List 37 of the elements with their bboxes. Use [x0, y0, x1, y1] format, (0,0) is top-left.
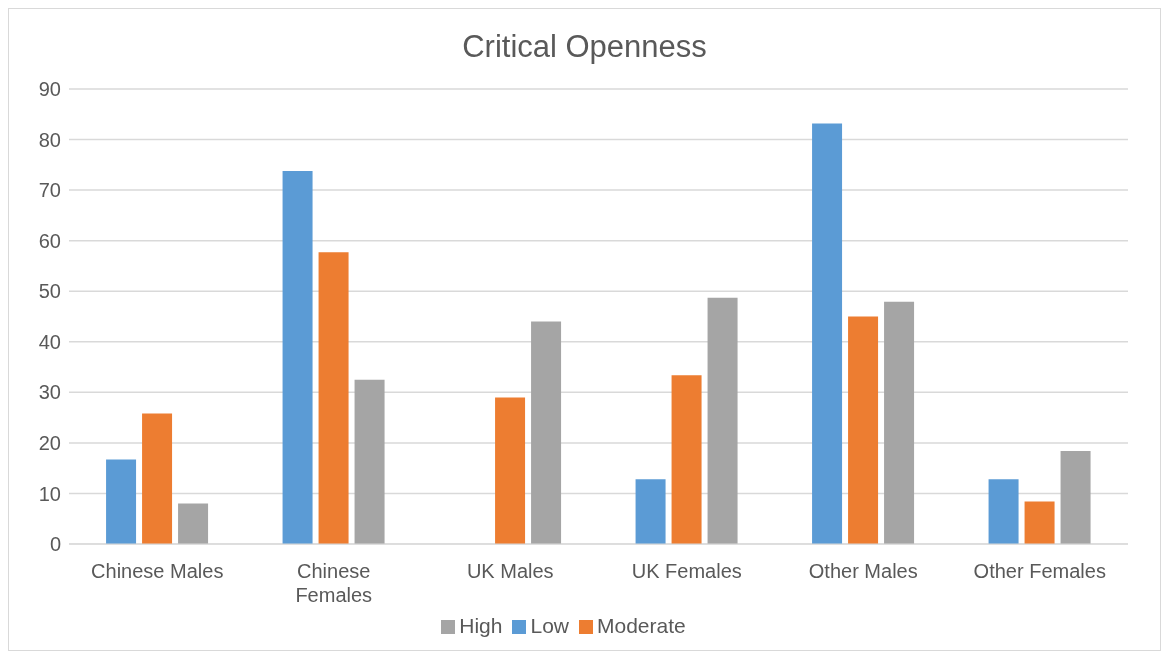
- bar: [671, 375, 702, 544]
- bar: [354, 379, 385, 544]
- bar: [1024, 501, 1055, 544]
- bar: [1060, 450, 1091, 544]
- bar: [178, 503, 209, 544]
- y-tick-label: 30: [38, 381, 61, 404]
- bar: [884, 301, 915, 544]
- legend-label: High: [459, 614, 503, 637]
- bar: [142, 413, 173, 544]
- legend-label: Moderate: [597, 614, 686, 637]
- bar: [318, 252, 349, 544]
- x-tick-label: Other Females: [973, 560, 1106, 582]
- bar: [707, 297, 738, 544]
- bar: [812, 123, 843, 544]
- y-tick-label: 40: [38, 330, 61, 353]
- y-tick-label: 20: [38, 431, 61, 454]
- y-tick-label: 70: [38, 179, 61, 202]
- bar: [531, 321, 562, 544]
- bar: [282, 170, 313, 544]
- x-tick-label: Other Males: [808, 560, 918, 582]
- bar: [848, 316, 879, 544]
- y-tick-label: 80: [38, 128, 61, 151]
- bar: [988, 479, 1019, 544]
- x-tick-label: Chinese Males: [91, 560, 224, 582]
- y-tick-label: 0: [49, 533, 61, 556]
- y-tick-label: 90: [38, 78, 61, 101]
- bar: [106, 459, 137, 544]
- bar: [495, 397, 526, 544]
- x-tick-label: Chinese Females: [295, 560, 373, 606]
- chart-title: Critical Openness: [461, 28, 708, 66]
- bar: [635, 479, 666, 544]
- y-tick-label: 10: [38, 482, 61, 505]
- y-tick-label: 60: [38, 229, 61, 252]
- x-tick-label: UK Males: [466, 560, 554, 582]
- x-tick-label: UK Females: [631, 560, 742, 582]
- legend-label: Low: [530, 614, 569, 637]
- y-tick-label: 50: [38, 280, 61, 303]
